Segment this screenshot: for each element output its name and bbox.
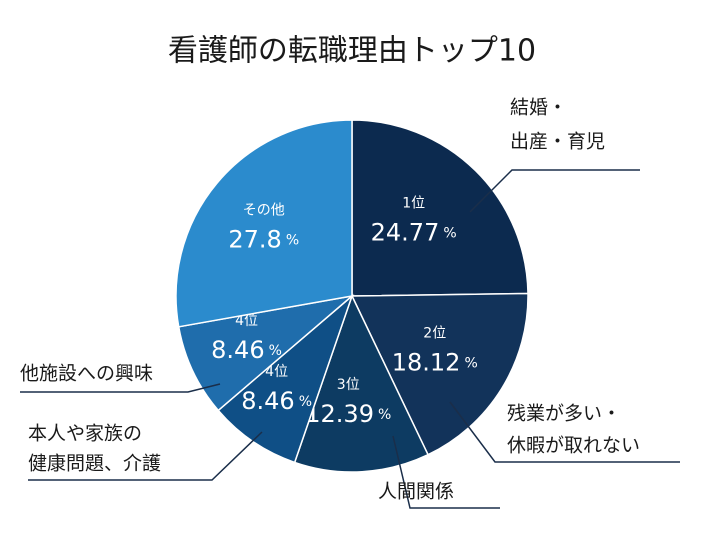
chart-title: 看護師の転職理由トップ10 [168,34,536,69]
category-label: 他施設への興味 [20,363,153,385]
pie-slice [350,292,529,456]
unit-label: % [269,343,282,359]
pie-slice [175,119,353,328]
slice-value: 8.46% [211,336,282,364]
leader-line [449,401,680,463]
slice-rank: 4位 [265,364,288,380]
unit-label: % [464,355,477,371]
slice-rank: 2位 [423,325,446,341]
slice-value: 12.39% [305,400,391,428]
value-label: 27.8 [228,225,281,253]
slice-rank: 1位 [402,195,425,211]
slice-rank: その他 [243,202,285,218]
leader-line [392,435,500,509]
pie-slice [177,294,355,412]
category-label: 休暇が取れない [507,435,640,457]
value-label: 18.12 [392,348,461,376]
category-label: 人間関係 [378,481,454,503]
category-label: 結婚・ [510,97,567,119]
value-label: 12.39 [305,400,374,428]
value-label: 8.46 [241,387,294,415]
pie-slice [293,294,430,473]
slice-value: 8.46% [241,387,312,415]
leader-line [28,431,263,481]
leader-line [469,169,640,213]
category-label: 残業が多い・ [507,403,621,425]
unit-label: % [378,407,391,423]
value-label: 8.46 [211,336,264,364]
slice-rank: 3位 [337,377,360,393]
unit-label: % [443,225,456,241]
leader-line [20,383,221,393]
value-label: 24.77 [371,218,440,246]
pie-slice [351,119,529,297]
unit-label: % [299,394,312,410]
unit-label: % [286,232,299,248]
slice-rank: 4位 [235,313,258,329]
category-label: 出産・育児 [510,131,605,153]
slice-value: 24.77% [371,218,457,246]
category-label: 健康問題、介護 [28,453,161,475]
category-label: 本人や家族の [28,423,142,445]
slice-value: 27.8% [228,225,299,253]
slice-value: 18.12% [392,348,478,376]
